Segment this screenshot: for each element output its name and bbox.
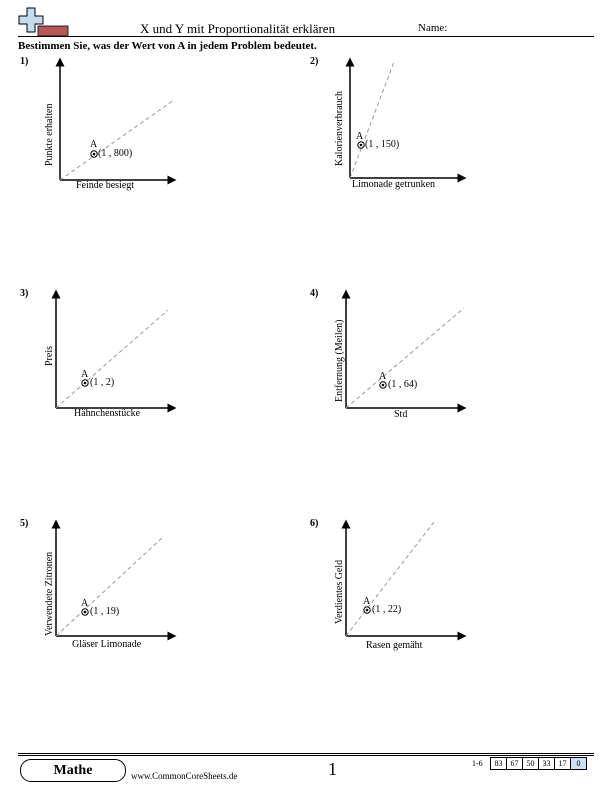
point-label: A — [356, 131, 364, 142]
proportional-line — [55, 309, 169, 409]
problem-number: 1) — [20, 56, 29, 67]
point-label: A — [81, 369, 89, 380]
problem-number: 6) — [310, 518, 319, 529]
problem-number: 2) — [310, 56, 319, 67]
proportional-line — [345, 307, 465, 409]
subject-badge: Mathe — [20, 759, 126, 782]
problem-number: 3) — [20, 288, 29, 299]
point-label: A — [90, 139, 98, 150]
x-axis-label: Feinde besiegt — [76, 180, 135, 191]
score-table: 83 67 50 33 17 0 — [490, 757, 587, 770]
y-axis-label: Punkte erhalten — [44, 103, 55, 166]
proportional-line — [349, 61, 395, 179]
point-coordinates: (1 , 800) — [98, 148, 133, 159]
x-axis-label: Hähnchenstücke — [74, 408, 141, 419]
problem-4: 4) Entfernung (Meilen) Std A (1 , 64) — [310, 288, 484, 440]
website-link[interactable]: www.CommonCoreSheets.de — [131, 771, 238, 781]
problem-6: 6) Verdientes Geld Rasen gemäht A (1 , 2… — [310, 518, 484, 670]
point-coordinates: (1 , 22) — [372, 604, 402, 615]
problem-number: 5) — [20, 518, 29, 529]
graph — [51, 289, 177, 413]
footer-divider — [18, 753, 594, 754]
score-cell: 33 — [538, 757, 555, 770]
graph — [55, 57, 177, 185]
score-cell: 83 — [490, 757, 507, 770]
x-axis-label: Limonade getrunken — [352, 179, 436, 190]
problem-2: 2) Kalorienverbrauch Limonade getrunken … — [310, 56, 484, 208]
point-coordinates: (1 , 19) — [90, 606, 120, 617]
graph — [51, 519, 177, 641]
point-label: A — [363, 596, 371, 607]
problem-3: 3) Preis Hähnchenstücke A (1 , 2) — [20, 288, 194, 440]
graph — [341, 519, 467, 641]
x-axis-label: Gläser Limonade — [72, 639, 142, 650]
score-cell: 50 — [522, 757, 539, 770]
name-label: Name: — [418, 22, 448, 34]
problem-number: 4) — [310, 288, 319, 299]
problem-1: 1) Punkte erhalten Feinde besiegt A (1 ,… — [20, 56, 194, 208]
score-cell: 0 — [570, 757, 587, 770]
problem-5: 5) Verwendete Zitronen Gläser Limonade A… — [20, 518, 194, 670]
proportional-line — [55, 535, 165, 637]
graph — [345, 57, 467, 183]
point-label: A — [81, 598, 89, 609]
instructions: Bestimmen Sie, was der Wert von A in jed… — [18, 40, 317, 52]
plus-logo-icon — [18, 7, 69, 37]
score-cell: 17 — [554, 757, 571, 770]
point-coordinates: (1 , 150) — [365, 139, 400, 150]
x-axis-label: Rasen gemäht — [366, 640, 423, 651]
x-axis-label: Std — [394, 409, 408, 420]
proportional-line — [345, 521, 435, 637]
score-range: 1-6 — [472, 759, 483, 768]
header-divider — [18, 36, 594, 37]
graph — [341, 289, 467, 413]
footer-divider — [18, 755, 594, 756]
y-axis-label: Verwendete Zitronen — [44, 551, 55, 636]
point-coordinates: (1 , 64) — [388, 379, 418, 390]
y-axis-label: Entfernung (Meilen) — [334, 319, 345, 402]
proportional-line — [59, 99, 175, 181]
y-axis-label: Preis — [44, 346, 55, 366]
point-coordinates: (1 , 2) — [90, 377, 115, 388]
y-axis-label: Kalorienverbrauch — [334, 91, 345, 166]
score-cell: 67 — [506, 757, 523, 770]
worksheet-title: X und Y mit Proportionalität erklären — [140, 21, 336, 36]
y-axis-label: Verdientes Geld — [334, 559, 345, 624]
point-label: A — [379, 371, 387, 382]
page-number: 1 — [328, 759, 337, 779]
